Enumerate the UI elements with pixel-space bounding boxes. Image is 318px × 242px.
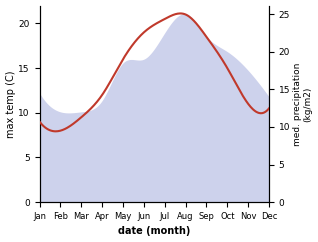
Y-axis label: med. precipitation
(kg/m2): med. precipitation (kg/m2) [293, 62, 313, 145]
X-axis label: date (month): date (month) [118, 227, 190, 236]
Y-axis label: max temp (C): max temp (C) [5, 70, 16, 138]
